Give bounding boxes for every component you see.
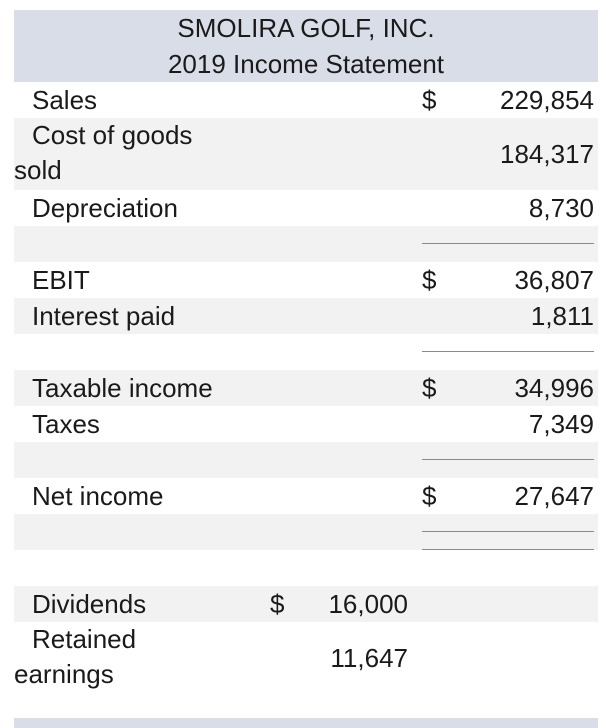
row-sales: Sales $ 229,854	[14, 82, 598, 118]
dividends-label: Dividends	[32, 589, 147, 619]
taxable-income-value: 34,996	[514, 373, 594, 403]
spacer-row	[14, 226, 598, 262]
net-income-currency: $	[422, 481, 437, 511]
subtotal-rule	[422, 243, 594, 244]
spacer-row	[14, 334, 598, 370]
cogs-value: 184,317	[500, 139, 594, 169]
statement-header: SMOLIRA GOLF, INC. 2019 Income Statement	[14, 10, 598, 82]
ebit-value: 36,807	[514, 265, 594, 295]
table-footer-bar	[14, 718, 598, 728]
depreciation-label: Depreciation	[32, 193, 178, 223]
taxes-value: 7,349	[528, 409, 594, 439]
retained-label: Retained earnings	[14, 622, 136, 692]
taxable-income-label: Taxable income	[32, 373, 213, 403]
row-net-income: Net income $ 27,647	[14, 478, 598, 514]
company-name: SMOLIRA GOLF, INC.	[177, 13, 435, 43]
sales-value: 229,854	[500, 85, 594, 115]
row-retained-earnings: Retained earnings 11,647	[14, 622, 598, 694]
sales-currency: $	[422, 85, 437, 115]
double-rule-top	[422, 531, 594, 532]
spacer-row	[14, 514, 598, 550]
subtotal-rule	[422, 351, 594, 352]
net-income-label: Net income	[32, 481, 164, 511]
cogs-label-line2: sold	[14, 155, 62, 185]
sales-label: Sales	[32, 85, 98, 115]
row-dividends: Dividends $ 16,000	[14, 586, 598, 622]
row-interest: Interest paid 1,811	[14, 298, 598, 334]
retained-label-line1: Retained	[32, 624, 137, 654]
row-taxable-income: Taxable income $ 34,996	[14, 370, 598, 406]
cogs-label-line1: Cost of goods	[32, 120, 193, 150]
retained-label-line2: earnings	[14, 659, 114, 689]
double-rule-bottom	[422, 549, 594, 550]
ebit-currency: $	[422, 265, 437, 295]
retained-value: 11,647	[330, 643, 408, 673]
row-ebit: EBIT $ 36,807	[14, 262, 598, 298]
net-income-value: 27,647	[514, 481, 594, 511]
statement-title: 2019 Income Statement	[167, 49, 445, 79]
income-statement-table: SMOLIRA GOLF, INC. 2019 Income Statement…	[14, 10, 598, 728]
spacer-row	[14, 442, 598, 478]
depreciation-value: 8,730	[528, 193, 594, 223]
ebit-label: EBIT	[32, 265, 90, 295]
dividends-currency: $	[270, 589, 285, 619]
dividends-value: 16,000	[328, 589, 408, 619]
taxable-income-currency: $	[422, 373, 437, 403]
spacer-row	[14, 549, 598, 586]
row-depreciation: Depreciation 8,730	[14, 190, 598, 226]
row-taxes: Taxes 7,349	[14, 406, 598, 442]
row-cogs: Cost of goods sold 184,317	[14, 118, 598, 190]
cogs-label: Cost of goods sold	[14, 118, 192, 188]
subtotal-rule	[422, 459, 594, 460]
taxes-label: Taxes	[32, 409, 100, 439]
interest-value: 1,811	[530, 301, 594, 331]
interest-label: Interest paid	[32, 301, 176, 331]
